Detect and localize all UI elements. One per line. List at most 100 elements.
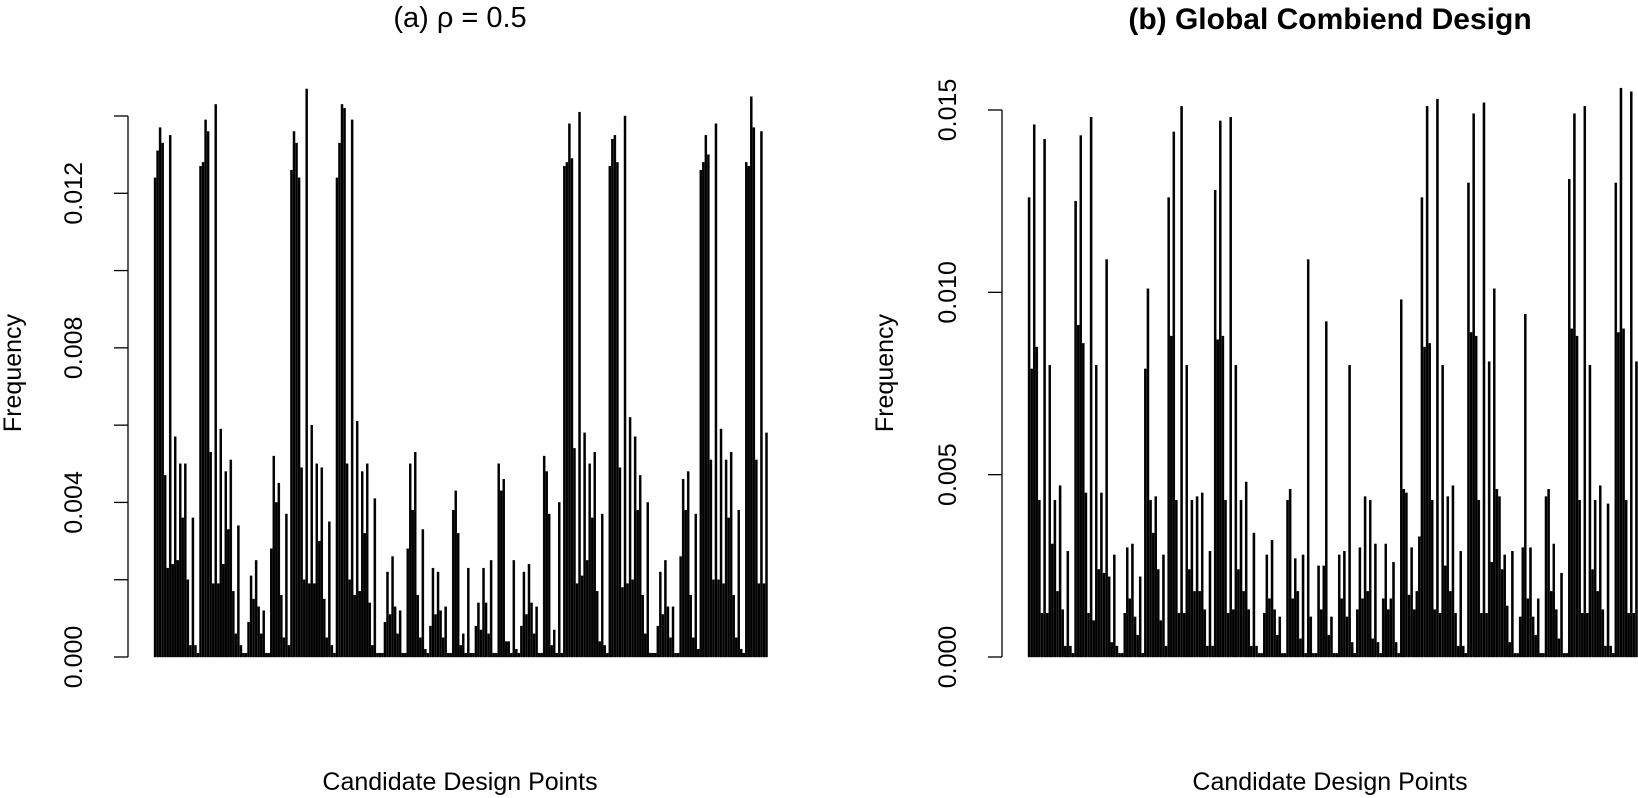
panel-b-bar xyxy=(1177,613,1181,658)
panel-a-bar xyxy=(601,513,604,658)
panel-a-bar xyxy=(348,579,351,658)
panel-a-bar xyxy=(568,123,571,658)
panel-b-bar xyxy=(1363,496,1367,658)
panel-b-bar xyxy=(1128,598,1132,658)
panel-a-bar xyxy=(487,633,490,658)
panel-a-bar xyxy=(259,633,263,658)
panel-b-bar xyxy=(1208,551,1212,658)
panel-a-bar xyxy=(254,560,258,658)
panel-a-bar xyxy=(330,645,334,658)
panel-a-bar xyxy=(517,652,521,658)
panel-a-bar xyxy=(724,459,728,658)
panel-b-bar xyxy=(1107,576,1111,658)
panel-b-bar xyxy=(1069,645,1072,658)
panel-a-bar xyxy=(578,111,581,658)
panel-a-bar xyxy=(368,602,372,658)
panel-a-bar xyxy=(257,606,260,658)
panel-a-bar xyxy=(608,166,612,658)
panel-a-bar xyxy=(757,583,761,658)
panel-b-bar xyxy=(1555,609,1558,658)
panel-b-bar xyxy=(1568,179,1571,658)
panel-a-bar xyxy=(679,556,682,658)
panel-b-bar xyxy=(1477,499,1481,658)
panel-a-bar xyxy=(219,428,222,658)
panel-a-bar xyxy=(462,633,465,658)
panel-b-bar xyxy=(1195,496,1199,658)
panel-b-y-axis: 0.000 0.005 0.010 0.015 xyxy=(934,79,1003,688)
panel-b-bar xyxy=(1500,569,1504,658)
panel-b-bar xyxy=(1084,492,1088,658)
panel-b-bar xyxy=(1221,335,1225,658)
panel-a-bar xyxy=(656,625,660,658)
panel-b-bar xyxy=(1332,653,1336,658)
panel-a-bar xyxy=(510,652,513,658)
panel-a-bar xyxy=(292,131,296,658)
panel-a-y-axis: 0.000 0.004 0.008 0.012 xyxy=(60,115,129,688)
panel-a-bar xyxy=(550,645,553,658)
panel-a-bar xyxy=(505,641,508,658)
panel-b-bar xyxy=(1247,609,1251,658)
panel-a-bar xyxy=(312,583,316,658)
panel-a-bar xyxy=(621,587,624,658)
panel-a-bar xyxy=(482,567,485,658)
panel-b-title: (b) Global Combiend Design xyxy=(1128,3,1531,36)
panel-b-bar xyxy=(1074,200,1077,658)
panel-a-bar xyxy=(252,598,255,658)
panel-b-bar xyxy=(1330,616,1333,658)
panel-b-bar xyxy=(1531,616,1535,658)
panel-b-bar xyxy=(1051,543,1054,658)
panel-a-bar xyxy=(378,652,382,658)
panel-a-bar xyxy=(297,177,301,658)
panel-b-bar xyxy=(1374,543,1377,658)
panel-b-bar xyxy=(1325,321,1328,658)
panel-a-bar xyxy=(353,594,356,658)
panel-a-bar xyxy=(585,560,589,658)
panel-b-bar xyxy=(1185,365,1188,658)
panel-b-bar xyxy=(1275,634,1279,658)
panel-a-bar xyxy=(507,641,511,658)
panel-a-bar xyxy=(654,652,657,658)
panel-a-bar xyxy=(333,652,336,658)
panel-a-bar xyxy=(434,614,437,658)
panel-b-bar xyxy=(1314,653,1318,658)
panel-b-bar xyxy=(1431,499,1434,658)
panel-b-bar xyxy=(1443,565,1447,658)
panel-b-bar xyxy=(1505,605,1509,658)
panel-b-bar xyxy=(1045,613,1049,658)
panel-b-bar xyxy=(1469,332,1473,658)
panel-a-bar xyxy=(264,652,268,658)
panel-a-bar xyxy=(176,560,180,658)
panel-a-bar xyxy=(358,591,361,658)
panel-a-bar xyxy=(393,606,397,658)
panel-b-bar xyxy=(1337,554,1341,658)
panel-b-bar xyxy=(1071,653,1075,658)
panel-b-bar xyxy=(1487,361,1491,658)
panel-b-bar xyxy=(1614,182,1618,658)
panel-a-bar xyxy=(338,142,341,658)
panel-a-bar xyxy=(196,652,200,658)
panel-b-bar xyxy=(1498,496,1501,658)
panel-a-bar xyxy=(750,96,753,658)
panel-b-bar xyxy=(1131,543,1134,658)
panel-b-bar xyxy=(1376,642,1380,658)
panel-a-bar xyxy=(613,135,617,658)
panel-a-bar xyxy=(350,119,354,658)
panel-a-bar xyxy=(765,432,768,658)
panel-b-bar xyxy=(1604,645,1607,658)
panel-a-bar xyxy=(229,459,233,658)
panel-a-bar xyxy=(467,567,470,658)
panel-a-bar xyxy=(530,602,533,658)
panel-b-y-axis-label: Frequency xyxy=(871,313,899,432)
panel-a-bar xyxy=(391,556,394,658)
panel-b-bar xyxy=(1265,554,1269,658)
panel-a-bar xyxy=(734,637,738,658)
panel-a-bar xyxy=(388,614,392,658)
panel-a-bar xyxy=(484,602,488,658)
panel-a-bar xyxy=(426,652,430,658)
panel-a-bar xyxy=(275,502,278,658)
panel-a-y-axis-label: Frequency xyxy=(0,313,27,432)
panel-a-bar xyxy=(583,432,586,658)
panel-b-bar xyxy=(1371,638,1375,658)
panel-b-bar xyxy=(1549,591,1553,658)
panel-b-bar xyxy=(1136,634,1139,658)
